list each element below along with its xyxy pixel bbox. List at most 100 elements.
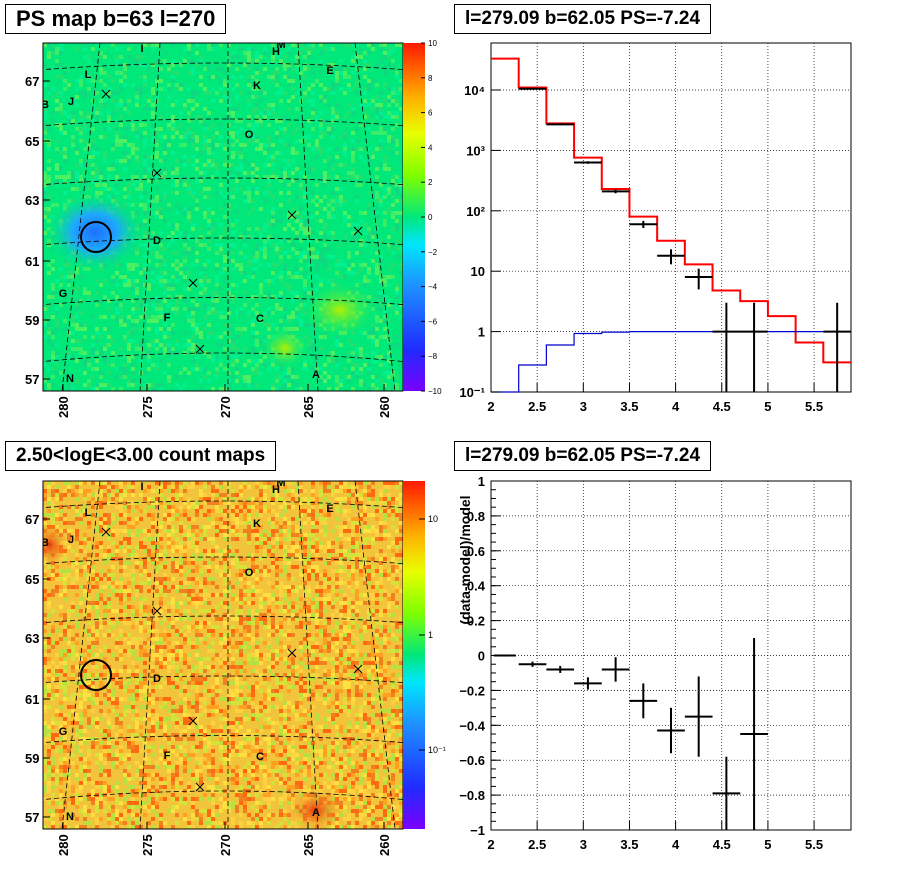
source-label-K: K	[253, 518, 261, 530]
ps-map-latitude-line	[43, 177, 403, 186]
count-map-colorbar	[403, 481, 425, 829]
residual-y-tick-label: −1	[470, 823, 485, 838]
source-cross-marker	[101, 89, 111, 99]
count-map-hot-spot	[287, 788, 343, 829]
source-label-M: M	[276, 39, 285, 51]
spectrum-x-tick-label: 3.5	[620, 399, 638, 414]
source-cross-marker	[353, 226, 363, 236]
source-label-D: D	[153, 235, 161, 247]
colorbar-tick-label: −6	[428, 317, 438, 326]
ps-map-longitude-line	[354, 43, 396, 391]
colorbar-tick-label: 10	[428, 39, 437, 48]
ps-map-panel: I MH E L K B J O D G F C A N 10 8 6 4 2 0 −2 −4 −6 −8 −10 280 27…	[25, 39, 442, 418]
colorbar-tick-label: 10⁻¹	[428, 745, 446, 755]
residual-x-tick-label: 4	[672, 837, 680, 852]
x-tick-label: 260	[377, 834, 392, 856]
source-label-A: A	[312, 369, 320, 381]
count-map-latitude-line	[43, 556, 403, 565]
ps-map-latitude-line	[43, 118, 403, 127]
spectrum-x-tick-label: 2	[487, 399, 494, 414]
ps-map-title: PS map b=63 l=270	[5, 4, 227, 34]
residual-title: l=279.09 b=62.05 PS=-7.24	[454, 441, 712, 471]
source-cross-marker	[188, 716, 198, 726]
source-cross-marker	[152, 168, 162, 178]
y-tick-label: 63	[25, 631, 39, 646]
source-label-I: I	[140, 481, 143, 493]
ps-map-longitude-line	[139, 43, 161, 391]
residual-y-tick-label: 0	[478, 649, 485, 664]
y-tick-label: 67	[25, 512, 39, 527]
spectrum-x-tick-label: 2.5	[528, 399, 546, 414]
x-tick-label: 265	[301, 834, 316, 856]
x-tick-label: 280	[56, 834, 71, 856]
source-cross-marker	[353, 664, 363, 674]
colorbar-tick-label: 2	[428, 178, 433, 187]
count-map-hot-spot-2	[43, 523, 68, 567]
ps-map-positive-spot-2	[260, 326, 310, 370]
count-map-longitude-line	[354, 481, 396, 829]
source-cross-marker	[287, 648, 297, 658]
colorbar-tick-label: 1	[428, 630, 433, 640]
x-tick-label: 265	[301, 396, 316, 418]
spectrum-panel: 2 2.5 3 3.5 4 4.5 5 5.5 10⁻¹ 1 10 10² 10³ 10⁴	[459, 42, 852, 414]
source-label-G: G	[59, 726, 68, 738]
residual-y-tick-label: −0.8	[459, 788, 485, 803]
count-map-longitude-line	[297, 481, 319, 829]
source-label-B: B	[41, 99, 49, 111]
residual-x-tick-label: 2	[487, 837, 494, 852]
residual-y-tick-label: 1	[478, 474, 485, 489]
residual-y-tick-label: −0.6	[459, 753, 485, 768]
colorbar-tick-label: 10	[428, 514, 438, 524]
source-label-M: M	[276, 477, 285, 489]
count-map-latitude-line	[43, 500, 403, 509]
spectrum-title: l=279.09 b=62.05 PS=-7.24	[454, 4, 712, 34]
spectrum-y-tick-label: 1	[478, 325, 485, 340]
y-tick-label: 61	[25, 692, 39, 707]
x-tick-label: 270	[218, 396, 233, 418]
residual-x-tick-label: 3	[580, 837, 587, 852]
ps-map-negative-spot	[45, 192, 145, 272]
y-tick-label: 67	[25, 74, 39, 89]
source-label-N: N	[66, 811, 74, 823]
count-map-target-circle	[80, 659, 112, 691]
x-tick-label: 260	[377, 396, 392, 418]
count-map-latitude-line	[43, 675, 403, 684]
residual-x-tick-label: 2.5	[528, 837, 546, 852]
y-tick-label: 57	[25, 372, 39, 387]
source-label-E: E	[326, 65, 333, 77]
x-tick-label: 280	[56, 396, 71, 418]
source-label-C: C	[256, 751, 264, 763]
ps-map-longitude-line	[61, 43, 101, 391]
y-tick-label: 61	[25, 254, 39, 269]
source-label-L: L	[85, 507, 92, 519]
count-map-longitude-line	[139, 481, 161, 829]
count-map-longitude-line	[61, 481, 101, 829]
source-label-O: O	[245, 567, 254, 579]
y-tick-label: 57	[25, 810, 39, 825]
residual-y-tick-label: 0.8	[467, 509, 485, 524]
count-map-panel: I MH E L K B J O D G F C A N 10 1 10⁻¹ 280 275 270 265 260 6…	[25, 477, 446, 856]
spectrum-x-tick-label: 3	[580, 399, 587, 414]
residual-x-tick-label: 3.5	[620, 837, 638, 852]
count-map-latitude-line	[43, 790, 403, 800]
source-label-I: I	[140, 43, 143, 55]
source-label-F: F	[164, 312, 171, 324]
source-label-K: K	[253, 80, 261, 92]
y-tick-label: 59	[25, 751, 39, 766]
source-label-B: B	[41, 537, 49, 549]
ps-map-latitude-line	[43, 297, 403, 306]
residual-x-tick-label: 4.5	[713, 837, 731, 852]
source-cross-marker	[195, 344, 205, 354]
spectrum-x-tick-label: 5	[764, 399, 771, 414]
source-cross-marker	[101, 527, 111, 537]
ps-map-latitude-line	[43, 237, 403, 246]
colorbar-tick-label: −2	[428, 248, 438, 257]
residual-y-axis-label: (data-model)/model	[457, 495, 473, 624]
source-label-J: J	[68, 534, 74, 546]
count-map-latitude-line	[43, 615, 403, 624]
residual-y-tick-label: 0.6	[467, 544, 485, 559]
source-label-L: L	[85, 69, 92, 81]
count-map-latitude-line	[43, 735, 403, 744]
spectrum-x-tick-label: 5.5	[805, 399, 823, 414]
